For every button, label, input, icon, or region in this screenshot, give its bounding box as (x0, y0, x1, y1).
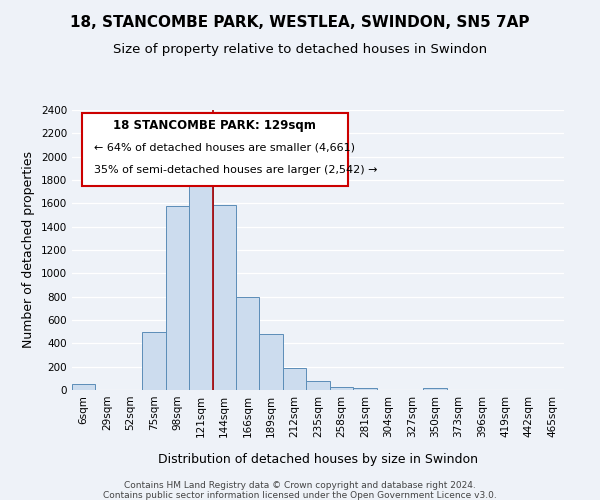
Text: Contains HM Land Registry data © Crown copyright and database right 2024.: Contains HM Land Registry data © Crown c… (124, 481, 476, 490)
Text: Distribution of detached houses by size in Swindon: Distribution of detached houses by size … (158, 452, 478, 466)
Bar (212, 204, 236, 390)
Bar (72, 384, 95, 390)
Text: Size of property relative to detached houses in Swindon: Size of property relative to detached ho… (113, 42, 487, 56)
Text: 18, STANCOMBE PARK, WESTLEA, SWINDON, SN5 7AP: 18, STANCOMBE PARK, WESTLEA, SWINDON, SN… (70, 15, 530, 30)
Bar (259, 334, 283, 390)
FancyBboxPatch shape (82, 113, 347, 186)
Bar (353, 388, 377, 390)
Bar (189, 162, 212, 390)
Bar (236, 296, 259, 390)
Text: Contains public sector information licensed under the Open Government Licence v3: Contains public sector information licen… (103, 491, 497, 500)
Text: ← 64% of detached houses are smaller (4,661): ← 64% of detached houses are smaller (4,… (94, 142, 355, 152)
Text: 35% of semi-detached houses are larger (2,542) →: 35% of semi-detached houses are larger (… (94, 164, 377, 174)
Bar (166, 206, 189, 390)
Bar (142, 332, 166, 390)
Y-axis label: Number of detached properties: Number of detached properties (22, 152, 35, 348)
Bar (306, 380, 330, 390)
Bar (424, 388, 447, 390)
Bar (330, 387, 353, 390)
Bar (283, 368, 306, 390)
Text: 18 STANCOMBE PARK: 129sqm: 18 STANCOMBE PARK: 129sqm (113, 120, 316, 132)
